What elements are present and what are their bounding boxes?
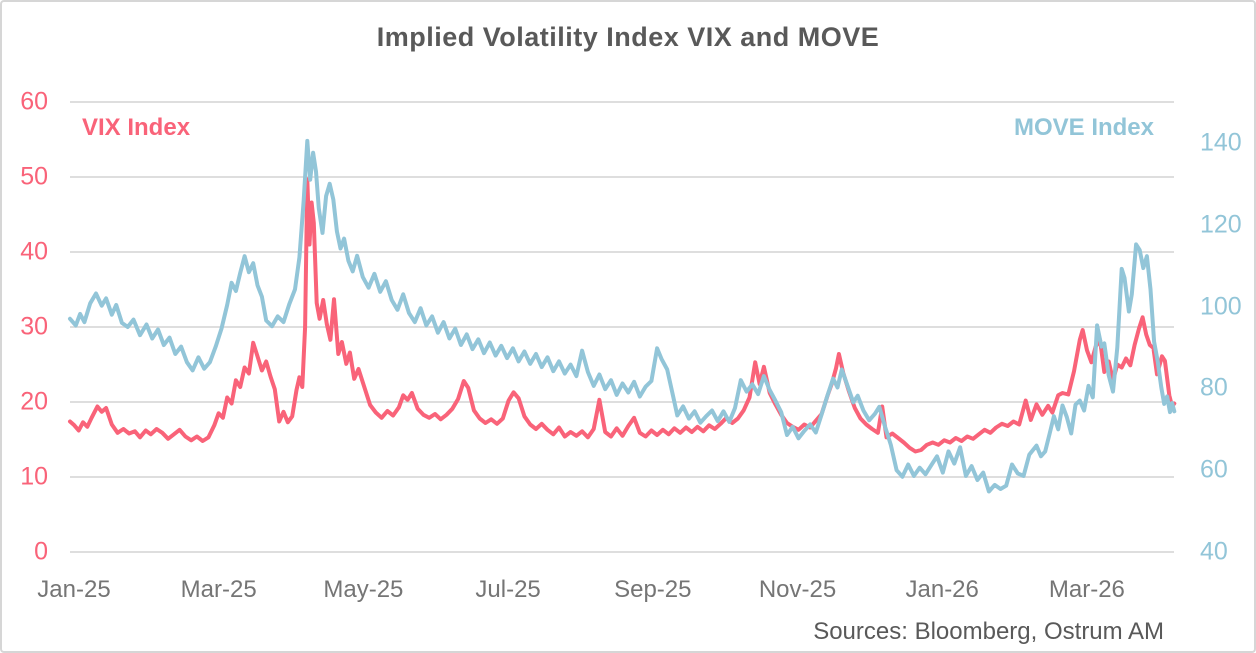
x-axis-tick: May-25 xyxy=(323,576,404,603)
vix-line xyxy=(68,177,1177,454)
left-axis-tick: 40 xyxy=(20,237,48,266)
left-axis-tick: 30 xyxy=(20,312,48,341)
left-axis-tick: 60 xyxy=(20,87,48,116)
x-axis-tick: Nov-25 xyxy=(758,576,837,603)
left-axis-tick: 0 xyxy=(34,537,48,566)
x-axis-tick: Jul-25 xyxy=(475,576,541,603)
right-axis-tick: 60 xyxy=(1200,455,1228,484)
chart-title: Implied Volatility Index VIX and MOVE xyxy=(376,22,880,52)
x-axis-tick: Mar-25 xyxy=(180,576,257,603)
vix-series-label: VIX Index xyxy=(82,114,191,141)
x-axis-tick: Mar-26 xyxy=(1048,576,1125,603)
x-axis-tick: Jan-26 xyxy=(905,576,979,603)
right-axis-tick: 40 xyxy=(1200,537,1228,566)
x-axis-tick: Sep-25 xyxy=(614,576,692,603)
left-axis-tick: 50 xyxy=(20,162,48,191)
left-axis-tick: 20 xyxy=(20,387,48,416)
right-axis-tick: 80 xyxy=(1200,373,1228,402)
x-axis-tick: Jan-25 xyxy=(37,576,111,603)
right-axis-tick: 140 xyxy=(1200,128,1242,157)
move-line xyxy=(68,138,1177,494)
left-axis-tick: 10 xyxy=(20,462,48,491)
source-note: Sources: Bloomberg, Ostrum AM xyxy=(813,618,1164,645)
right-axis-tick: 100 xyxy=(1200,292,1242,321)
move-series-label: MOVE Index xyxy=(1013,114,1154,141)
right-axis-tick: 120 xyxy=(1200,210,1242,239)
